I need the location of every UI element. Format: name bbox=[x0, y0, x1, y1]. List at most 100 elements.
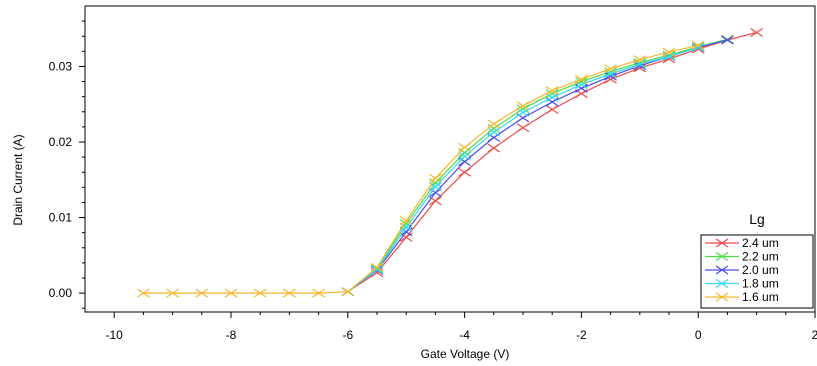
data-point-stroke bbox=[399, 227, 413, 237]
data-point bbox=[575, 74, 588, 84]
data-point-stroke bbox=[487, 123, 501, 133]
data-point-stroke bbox=[691, 42, 705, 52]
series-line bbox=[143, 44, 699, 294]
data-point-stroke bbox=[312, 288, 325, 298]
data-point bbox=[370, 262, 384, 272]
data-point-stroke bbox=[545, 97, 559, 107]
data-point-stroke bbox=[633, 59, 647, 69]
x-tick-label: -10 bbox=[106, 328, 124, 342]
x-tick-label: -2 bbox=[576, 328, 587, 342]
data-point bbox=[575, 83, 588, 93]
data-point-stroke bbox=[545, 105, 559, 115]
data-point bbox=[662, 52, 676, 62]
y-tick-label: 0.02 bbox=[49, 135, 73, 149]
data-point-stroke bbox=[137, 288, 150, 298]
data-point bbox=[750, 27, 763, 37]
data-point bbox=[312, 288, 325, 298]
data-point bbox=[691, 40, 705, 50]
legend-entry: 2.0 um bbox=[705, 263, 779, 277]
legend-swatch-marker bbox=[715, 292, 729, 302]
data-point-stroke bbox=[253, 288, 267, 298]
data-point-stroke bbox=[341, 287, 355, 297]
data-point-stroke bbox=[429, 182, 442, 192]
data-point-stroke bbox=[662, 52, 676, 62]
data-point bbox=[691, 43, 705, 53]
data-point-stroke bbox=[750, 27, 763, 37]
data-point bbox=[516, 101, 530, 111]
data-point bbox=[691, 42, 705, 52]
data-point bbox=[224, 288, 238, 298]
y-axis-title: Drain Current (A) bbox=[11, 134, 25, 225]
data-point bbox=[399, 227, 413, 237]
legend-entry: 2.4 um bbox=[705, 236, 779, 250]
data-point bbox=[633, 55, 647, 65]
data-point bbox=[545, 89, 559, 99]
data-point-stroke bbox=[283, 288, 296, 298]
legend-label: 2.0 um bbox=[742, 263, 779, 277]
data-point-stroke bbox=[458, 142, 471, 152]
axes-layer: -10 -8 -6 -4 -2 0 2 0.00 0.01 0.02 0.03 bbox=[49, 5, 817, 342]
data-point bbox=[545, 86, 559, 96]
data-point bbox=[195, 288, 209, 298]
legend-swatch-marker bbox=[715, 265, 729, 275]
data-point bbox=[545, 105, 559, 115]
legend-swatch-marker bbox=[715, 238, 729, 248]
data-point-stroke bbox=[516, 104, 530, 114]
legend-entry: 1.8 um bbox=[705, 277, 779, 291]
data-point-stroke bbox=[691, 40, 705, 50]
legend-title: Lg bbox=[749, 211, 765, 227]
legend-swatch-marker bbox=[715, 279, 729, 288]
data-point bbox=[399, 216, 413, 226]
data-point-stroke bbox=[721, 34, 734, 44]
data-point-stroke bbox=[575, 74, 588, 84]
data-point bbox=[662, 47, 676, 57]
data-point bbox=[604, 64, 617, 74]
data-point bbox=[575, 77, 588, 87]
data-point-stroke bbox=[662, 54, 676, 64]
data-point-stroke bbox=[575, 77, 588, 87]
legend-swatch-marker bbox=[715, 252, 729, 261]
legend-label: 1.8 um bbox=[742, 277, 779, 291]
data-point-stroke bbox=[458, 167, 471, 177]
legend-entry: 2.2 um bbox=[705, 250, 779, 264]
data-point-stroke bbox=[487, 143, 501, 153]
data-point-stroke bbox=[604, 71, 617, 81]
legend-label: 2.4 um bbox=[742, 236, 779, 250]
data-point bbox=[487, 119, 501, 129]
data-point-stroke bbox=[429, 178, 442, 188]
data-point-stroke bbox=[545, 86, 559, 96]
data-point bbox=[721, 34, 734, 44]
data-point-stroke bbox=[370, 262, 384, 272]
data-point bbox=[341, 287, 355, 297]
data-point bbox=[604, 71, 617, 81]
data-point-stroke bbox=[370, 265, 384, 275]
data-point-stroke bbox=[575, 83, 588, 93]
legend-label: 2.2 um bbox=[742, 250, 779, 264]
x-tick-label: -8 bbox=[226, 328, 237, 342]
data-point bbox=[137, 288, 150, 298]
data-point bbox=[721, 35, 734, 45]
legend-label: 1.6 um bbox=[742, 290, 779, 304]
data-point bbox=[516, 104, 530, 114]
data-point-stroke bbox=[721, 35, 734, 45]
plot-layer bbox=[137, 27, 763, 298]
data-point bbox=[166, 288, 179, 298]
data-point bbox=[370, 265, 384, 275]
data-point-stroke bbox=[399, 216, 413, 226]
x-tick-label: -6 bbox=[342, 328, 353, 342]
data-point-stroke bbox=[545, 92, 559, 102]
data-point bbox=[516, 108, 530, 118]
data-point bbox=[458, 167, 471, 177]
data-point-stroke bbox=[195, 288, 209, 298]
data-point bbox=[633, 59, 647, 69]
data-point bbox=[545, 92, 559, 102]
data-point-stroke bbox=[429, 196, 442, 206]
data-point-stroke bbox=[399, 222, 413, 232]
plot-frame bbox=[84, 5, 816, 313]
x-tick-label: -4 bbox=[459, 328, 470, 342]
data-point bbox=[429, 173, 442, 183]
data-point-stroke bbox=[166, 288, 179, 298]
data-point-stroke bbox=[224, 288, 238, 298]
